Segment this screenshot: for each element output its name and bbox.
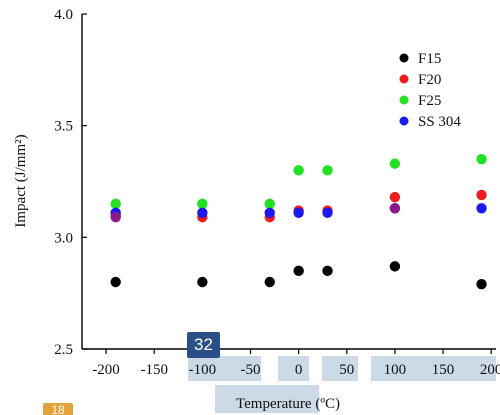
data-point-f25 [264, 198, 275, 210]
data-point-f25 [293, 165, 304, 176]
data-point-ss-304 [322, 207, 333, 218]
page-number-badge[interactable]: 32 [187, 332, 220, 358]
legend-label: F20 [418, 72, 441, 88]
legend-marker [399, 74, 409, 84]
data-point-overlap [389, 203, 401, 214]
x-tick-label: -200 [92, 362, 120, 378]
x-tick-label: 200 [480, 362, 500, 378]
plot-axes [81, 14, 496, 350]
data-point-f25 [389, 158, 401, 169]
legend-label: F25 [418, 93, 441, 109]
data-point-f25 [110, 198, 121, 210]
legend-label: F15 [418, 51, 441, 67]
x-tick-label: 50 [339, 362, 354, 378]
data-point-f25 [476, 153, 487, 165]
data-point-ss-304 [197, 207, 208, 218]
data-point-f25 [322, 165, 333, 176]
data-point-f15 [389, 261, 401, 272]
x-tick-label: 100 [384, 362, 407, 378]
data-points [110, 153, 487, 290]
x-tick-label: -50 [240, 362, 260, 378]
y-tick-label: 3.0 [54, 230, 73, 246]
x-tick-label: -100 [189, 362, 217, 378]
data-point-overlap [110, 212, 121, 223]
y-tick-label: 4.0 [54, 7, 73, 23]
data-point-f15 [197, 276, 208, 288]
data-point-ss-304 [476, 203, 487, 214]
legend-label: SS 304 [418, 114, 461, 130]
x-tick-label: 0 [295, 362, 303, 378]
legend-marker [399, 53, 409, 63]
y-tick-label: 3.5 [54, 119, 73, 135]
y-tick-label: 2.5 [54, 342, 73, 358]
legend-marker [399, 116, 409, 126]
data-point-f20 [476, 189, 487, 201]
legend-marker [399, 95, 409, 105]
legend: F15 F20 F25 SS 304 [399, 51, 461, 130]
x-tick-label: -150 [140, 362, 168, 378]
data-point-f15 [476, 279, 487, 290]
y-ticks: 2.5 3.0 3.5 4.0 [54, 7, 87, 358]
data-point-f20 [389, 191, 401, 203]
data-point-f15 [322, 265, 333, 277]
data-point-f15 [264, 276, 275, 288]
tick-label-highlights [188, 356, 496, 413]
data-point-f25 [197, 198, 208, 210]
x-tick-label: 150 [432, 362, 455, 378]
x-ticks: -200 -150 -100 -50 0 50 100 150 200 [92, 349, 500, 378]
x-axis-label: Temperature (ºC) [236, 396, 340, 412]
data-point-ss-304 [264, 207, 275, 218]
data-point-ss-304 [293, 207, 304, 218]
secondary-badge[interactable]: 18 [43, 403, 73, 415]
data-point-f15 [110, 276, 121, 288]
y-axis-label: Impact (J/mm²) [13, 134, 29, 227]
data-point-f15 [293, 265, 304, 277]
